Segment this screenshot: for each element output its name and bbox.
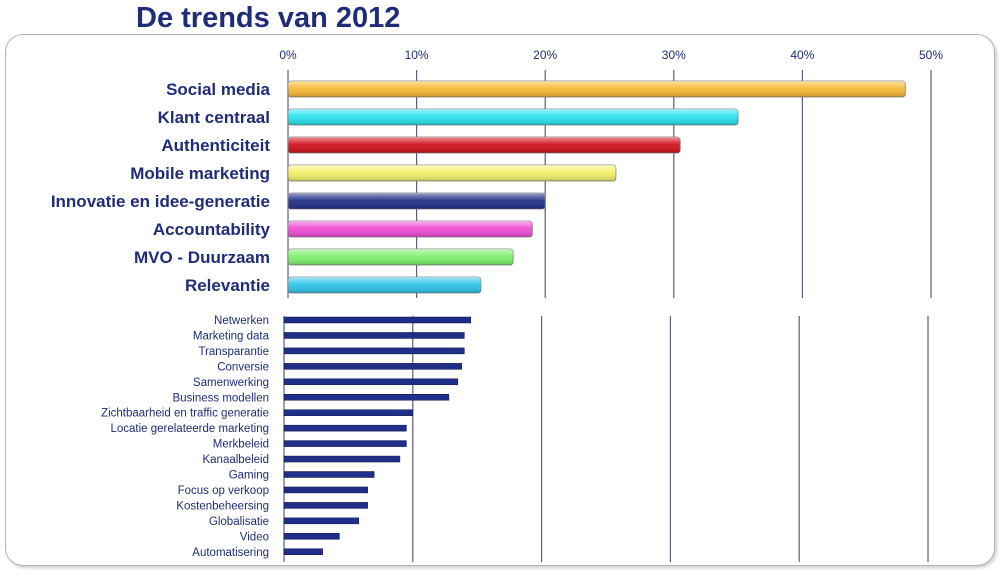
main-category-label: Social media <box>166 80 270 99</box>
sub-bar <box>283 316 472 324</box>
sub-category-label: Zichtbaarheid en traffic generatie <box>101 408 269 420</box>
main-bar-shine <box>288 193 546 209</box>
main-category-label: MVO - Duurzaam <box>134 248 270 267</box>
main-category-label: Innovatie en idee-generatie <box>51 192 270 211</box>
sub-category-label: Kanaalbeleid <box>202 454 269 466</box>
sub-category-label: Kostenbeheersing <box>176 500 269 512</box>
x-tick-label: 10% <box>405 48 429 62</box>
x-tick-label: 40% <box>790 48 814 62</box>
main-bar-shine <box>288 165 616 181</box>
sub-bar <box>283 471 375 478</box>
x-tick-label: 50% <box>919 48 943 62</box>
sub-category-label: Merkbeleid <box>213 439 269 451</box>
x-tick-label: 0% <box>279 48 297 62</box>
sub-category-label: Transparantie <box>198 346 269 358</box>
sub-bar <box>283 332 465 339</box>
main-category-label: Authenticiteit <box>161 136 270 155</box>
sub-category-label: Globalisatie <box>209 516 269 528</box>
sub-category-label: Conversie <box>217 361 269 373</box>
sub-category-label: Business modellen <box>172 392 269 404</box>
sub-category-label: Video <box>240 531 269 543</box>
sub-bar <box>283 486 368 494</box>
sub-bar <box>283 548 323 555</box>
sub-category-label: Samenwerking <box>193 377 269 389</box>
main-bar-shine <box>288 109 739 125</box>
main-bar-shine <box>288 137 681 153</box>
main-bar-shine <box>288 221 533 237</box>
sub-bar <box>283 378 459 386</box>
main-category-label: Relevantie <box>185 276 270 295</box>
sub-category-label: Locatie gerelateerde marketing <box>110 423 269 435</box>
sub-bar <box>283 363 462 370</box>
sub-category-label: Gaming <box>229 470 269 482</box>
sub-bar <box>283 502 368 509</box>
sub-category-label: Marketing data <box>193 330 270 342</box>
sub-category-label: Netwerken <box>214 315 269 327</box>
sub-bar <box>283 533 340 540</box>
sub-bar <box>283 517 359 525</box>
sub-bar <box>283 455 401 463</box>
main-bar-shine <box>288 277 481 293</box>
sub-bar <box>283 440 407 447</box>
main-bar-shine <box>288 81 906 97</box>
sub-bar <box>283 347 465 355</box>
x-tick-label: 20% <box>533 48 557 62</box>
sub-bar <box>283 424 407 432</box>
main-category-label: Accountability <box>153 220 271 239</box>
sub-bar <box>283 409 414 416</box>
main-bar-shine <box>288 249 514 265</box>
sub-category-label: Automatisering <box>192 547 269 559</box>
main-category-label: Klant centraal <box>158 108 270 127</box>
chart-title: De trends van 2012 <box>136 2 401 34</box>
sub-bar <box>283 394 450 401</box>
main-category-label: Mobile marketing <box>130 164 270 183</box>
x-tick-label: 30% <box>662 48 686 62</box>
sub-category-label: Focus op verkoop <box>178 485 269 497</box>
